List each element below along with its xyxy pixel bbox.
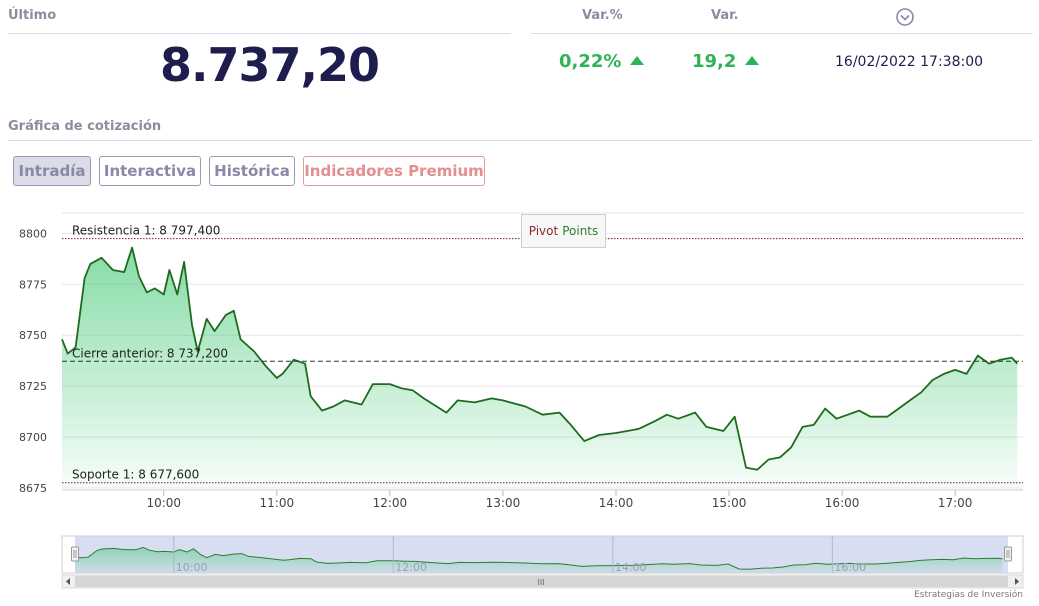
section-title: Gráfica de cotización [8,119,162,134]
header-left-divider [8,33,511,34]
section-divider [8,140,1033,141]
var-pct-label: Var.% [582,8,623,23]
var-abs-text: 19,2 [692,51,737,72]
navigator-handle[interactable] [1004,546,1012,562]
navigator-area [75,547,1003,573]
navigator-handle[interactable] [71,546,79,562]
arrow-up-icon [745,56,760,65]
x-tick-label: 16:00 [825,496,860,510]
y-tick-label: 8675 [19,482,47,495]
x-tick-label: 15:00 [712,496,747,510]
var-label: Var. [711,8,739,23]
navigator-line [74,546,1003,570]
x-tick-label: 14:00 [599,496,634,510]
pivot-points-button[interactable]: Pivot Points [521,214,606,248]
tab-intradia[interactable]: Intradía [13,156,91,186]
credit-text: Estrategias de Inversión [914,590,1023,600]
price-line [61,246,1018,471]
pivot-label-b: Points [562,224,599,238]
x-tick-label: 13:00 [486,496,521,510]
reference-line-label: Soporte 1: 8 677,600 [72,468,199,482]
reference-line-label: Cierre anterior: 8 737,200 [72,346,228,360]
arrow-up-icon [630,56,645,65]
pivot-label-a: Pivot [528,224,559,238]
ultimo-label: Último [8,8,57,23]
last-price: 8.737,20 [160,38,380,92]
x-tick-label: 12:00 [373,496,408,510]
chevron-down-icon[interactable] [896,8,914,26]
var-abs-value: 19,2 [692,51,760,72]
tab-interactiva[interactable]: Interactiva [99,156,201,186]
y-tick-label: 8775 [19,278,47,291]
reference-line-label: Resistencia 1: 8 797,400 [72,224,220,238]
y-tick-label: 8750 [19,329,47,342]
x-tick-label: 11:00 [260,496,295,510]
header-right-divider [531,33,1033,34]
y-tick-label: 8700 [19,431,47,444]
navigator-tick-label: 16:00 [834,561,866,574]
quote-datetime: 16/02/2022 17:38:00 [835,54,984,70]
x-tick-label: 10:00 [146,496,181,510]
scrollbar-grip: III [537,578,544,587]
y-tick-label: 8800 [19,227,47,240]
tab-indicadores-premium[interactable]: Indicadores Premium [303,156,485,186]
navigator-tick-label: 12:00 [395,561,427,574]
scroll-left-icon[interactable] [66,578,70,585]
var-pct-value: 0,22% [559,51,645,72]
scroll-right-icon[interactable] [1015,578,1019,585]
navigator-tick-label: 14:00 [615,561,647,574]
x-tick-label: 17:00 [938,496,973,510]
price-area-fill [62,247,1018,488]
y-tick-label: 8725 [19,380,47,393]
navigator-tick-label: 10:00 [176,561,208,574]
scrollbar-thumb[interactable] [75,576,1008,587]
tab-historica[interactable]: Histórica [209,156,295,186]
var-pct-text: 0,22% [559,51,622,72]
